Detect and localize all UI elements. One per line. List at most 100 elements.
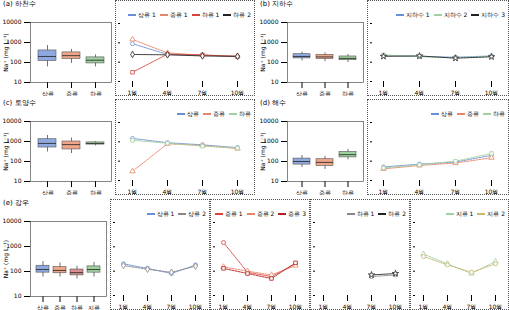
- svg-text:10: 10: [271, 177, 279, 184]
- svg-text:4월: 4월: [415, 89, 425, 95]
- svg-text:1000: 1000: [6, 242, 22, 250]
- html-text:하류 2: 하류 2: [388, 210, 406, 217]
- svg-text:4월: 4월: [163, 188, 173, 194]
- html-text:중류 1: 중류 1: [224, 210, 243, 217]
- svg-text:7월: 7월: [198, 89, 208, 95]
- svg-text:하류: 하류: [90, 189, 102, 195]
- html-text:(d) 해수: (d) 해수: [260, 99, 287, 107]
- svg-text:중류: 중류: [66, 90, 78, 96]
- svg-text:7월: 7월: [451, 188, 461, 194]
- svg-text:10월: 10월: [485, 188, 499, 194]
- svg-text:Na⁺ (mg L⁻¹): Na⁺ (mg L⁻¹): [259, 132, 267, 170]
- svg-text:1월: 1월: [119, 303, 129, 309]
- svg-text:10000: 10000: [259, 117, 278, 124]
- svg-text:1000: 1000: [6, 38, 22, 46]
- svg-text:1월: 1월: [419, 303, 429, 309]
- svg-text:상류: 상류: [42, 90, 54, 96]
- svg-text:10000: 10000: [259, 18, 278, 25]
- svg-text:1월: 1월: [379, 89, 389, 95]
- svg-text:10000: 10000: [2, 18, 21, 25]
- html-text:(b) 지하수: (b) 지하수: [260, 0, 294, 8]
- svg-text:Na⁺ (mg L⁻¹): Na⁺ (mg L⁻¹): [2, 240, 10, 278]
- svg-text:1000: 1000: [263, 137, 279, 145]
- svg-text:10: 10: [14, 78, 22, 85]
- svg-text:7월: 7월: [267, 303, 277, 309]
- svg-text:하류: 하류: [71, 304, 83, 310]
- html-text:상류: 상류: [441, 110, 453, 117]
- html-text:(a) 하천수: (a) 하천수: [3, 0, 36, 8]
- html-text:지류 1: 지류 1: [455, 210, 474, 217]
- svg-text:하류: 하류: [342, 90, 354, 96]
- svg-text:7월: 7월: [467, 303, 477, 309]
- svg-text:10월: 10월: [231, 188, 245, 194]
- html-text:중류: 중류: [213, 110, 225, 117]
- svg-text:4월: 4월: [415, 188, 425, 194]
- svg-text:중류: 중류: [319, 189, 331, 195]
- svg-text:Na⁺ (mg L⁻¹): Na⁺ (mg L⁻¹): [2, 33, 10, 71]
- html-text:지하수 3: 지하수 3: [481, 11, 505, 18]
- html-text:상류 2: 상류 2: [188, 210, 206, 217]
- svg-text:중류: 중류: [66, 189, 78, 195]
- svg-text:지류: 지류: [88, 304, 100, 310]
- svg-text:하류: 하류: [342, 189, 354, 195]
- html-text:하류 1: 하류 1: [356, 210, 375, 217]
- svg-text:10: 10: [14, 177, 22, 184]
- svg-text:100: 100: [10, 267, 22, 274]
- html-text:상류 1: 상류 1: [156, 210, 175, 217]
- html-text:지류 2: 지류 2: [487, 210, 505, 217]
- svg-text:1월: 1월: [379, 188, 389, 194]
- svg-text:7월: 7월: [167, 303, 177, 309]
- html-text:중류 3: 중류 3: [288, 210, 306, 217]
- svg-text:4월: 4월: [143, 303, 153, 309]
- svg-text:10월: 10월: [189, 303, 203, 309]
- html-text:지하수 1: 지하수 1: [405, 11, 430, 18]
- svg-text:상류: 상류: [42, 189, 54, 195]
- svg-text:1000: 1000: [6, 137, 22, 145]
- svg-text:10월: 10월: [231, 89, 245, 95]
- svg-text:Na⁺ (mg L⁻¹): Na⁺ (mg L⁻¹): [259, 33, 267, 71]
- svg-text:100: 100: [267, 157, 279, 164]
- html-text:하류 1: 하류 1: [201, 11, 220, 18]
- svg-text:100: 100: [10, 58, 22, 65]
- html-text:중류: 중류: [467, 110, 479, 117]
- svg-text:1월: 1월: [128, 188, 138, 194]
- svg-text:1월: 1월: [128, 89, 138, 95]
- html-text:지하수 2: 지하수 2: [443, 11, 468, 18]
- svg-text:4월: 4월: [163, 89, 173, 95]
- svg-text:중류: 중류: [54, 304, 66, 310]
- html-text:하류 2: 하류 2: [233, 11, 251, 18]
- svg-text:7월: 7월: [198, 188, 208, 194]
- svg-text:4월: 4월: [243, 303, 253, 309]
- html-text:하류: 하류: [239, 110, 251, 117]
- svg-text:10: 10: [271, 78, 279, 85]
- svg-text:1월: 1월: [219, 303, 229, 309]
- html-text:상류 1: 상류 1: [138, 11, 156, 18]
- svg-text:1000: 1000: [263, 38, 279, 46]
- html-text:하류: 하류: [493, 110, 505, 117]
- svg-text:10000: 10000: [2, 117, 21, 124]
- svg-text:10월: 10월: [489, 303, 503, 309]
- svg-text:4월: 4월: [443, 303, 453, 309]
- svg-text:상류: 상류: [37, 304, 49, 310]
- html-text:(c) 토양수: (c) 토양수: [3, 99, 36, 107]
- html-text:중류 1: 중류 1: [169, 11, 188, 18]
- svg-text:상류: 상류: [296, 189, 308, 195]
- svg-text:상류: 상류: [296, 90, 308, 96]
- svg-text:100: 100: [267, 58, 279, 65]
- svg-text:4월: 4월: [343, 303, 353, 309]
- svg-text:10000: 10000: [2, 217, 21, 224]
- html-text:중류 2: 중류 2: [256, 210, 275, 217]
- svg-text:10: 10: [14, 292, 22, 299]
- html-text:(e) 강우: (e) 강우: [3, 199, 29, 207]
- svg-text:중류: 중류: [319, 90, 331, 96]
- svg-text:Na⁺ (mg L⁻¹): Na⁺ (mg L⁻¹): [2, 132, 10, 170]
- svg-text:100: 100: [10, 157, 22, 164]
- svg-text:10월: 10월: [289, 303, 303, 309]
- svg-text:10월: 10월: [485, 89, 499, 95]
- html-text:상류: 상류: [187, 110, 199, 117]
- svg-text:하류: 하류: [90, 90, 102, 96]
- svg-text:7월: 7월: [367, 303, 377, 309]
- svg-text:7월: 7월: [451, 89, 461, 95]
- svg-text:10월: 10월: [389, 303, 403, 309]
- svg-text:1월: 1월: [319, 303, 329, 309]
